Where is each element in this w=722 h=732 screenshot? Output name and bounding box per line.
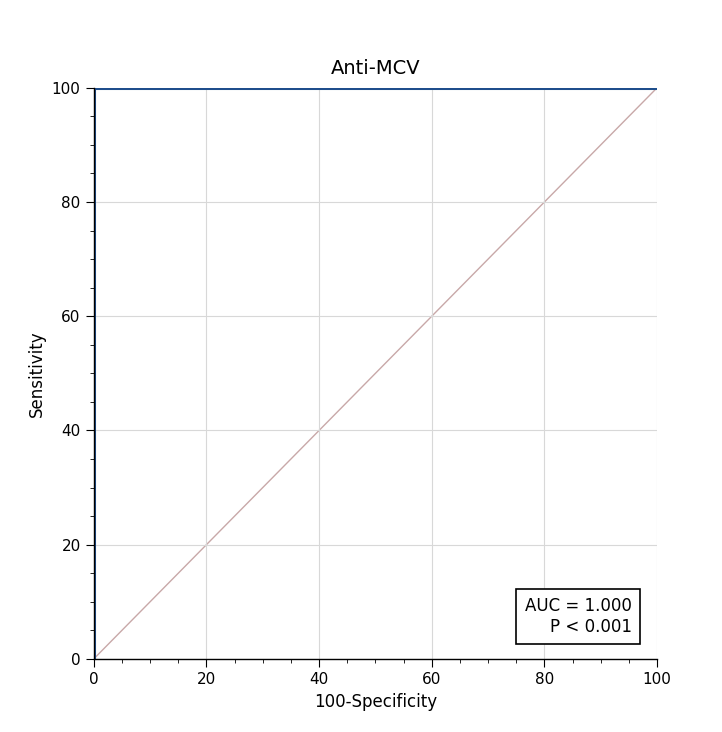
- X-axis label: 100-Specificity: 100-Specificity: [314, 692, 437, 711]
- Title: Anti-MCV: Anti-MCV: [331, 59, 420, 78]
- Text: AUC = 1.000
P < 0.001: AUC = 1.000 P < 0.001: [525, 597, 632, 636]
- Y-axis label: Sensitivity: Sensitivity: [28, 330, 46, 417]
